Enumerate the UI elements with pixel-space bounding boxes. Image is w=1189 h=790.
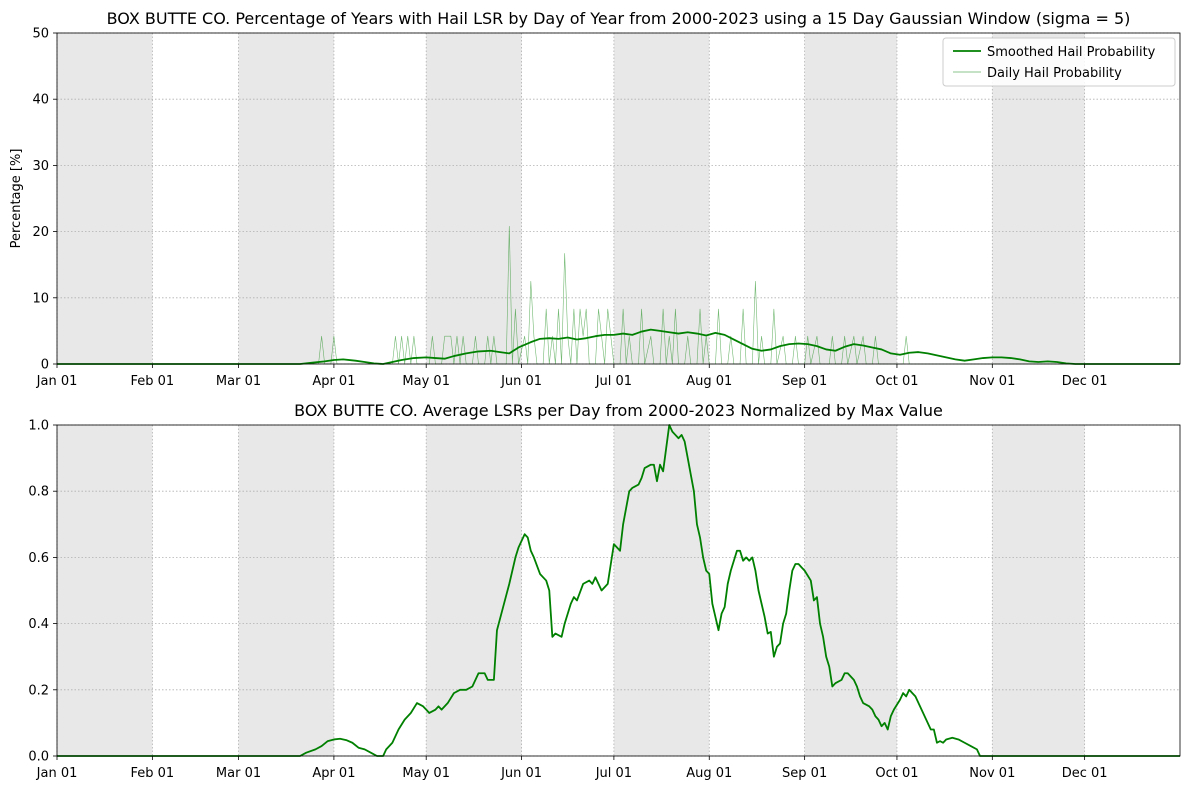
y-tick-label-4: 0.8 xyxy=(28,485,49,500)
y-axis-ticks: 0 10 20 30 40 50 xyxy=(32,27,57,373)
y-tick-label-5: 50 xyxy=(32,27,49,42)
x-tick-label-3: Apr 01 xyxy=(312,374,355,389)
x-tick-label-2: Mar 01 xyxy=(216,766,261,781)
x-tick-label-7: Aug 01 xyxy=(686,766,732,781)
month-shade-5 xyxy=(992,425,1085,756)
x-tick-label-9: Oct 01 xyxy=(875,374,918,389)
y-tick-label-2: 20 xyxy=(32,225,49,240)
month-shade-0 xyxy=(57,33,153,364)
month-shade-3 xyxy=(613,425,710,756)
month-shade-2 xyxy=(426,425,522,756)
month-shade-3 xyxy=(613,33,710,364)
legend: Smoothed Hail Probability Daily Hail Pro… xyxy=(942,37,1176,87)
month-shade-2 xyxy=(426,33,522,364)
x-tick-label-10: Nov 01 xyxy=(969,374,1015,389)
month-shade-1 xyxy=(238,33,334,364)
y-axis-label: Percentage [%] xyxy=(9,149,24,249)
y-tick-label-4: 40 xyxy=(32,93,49,108)
chart-title: BOX BUTTE CO. Average LSRs per Day from … xyxy=(294,401,943,420)
x-tick-label-10: Nov 01 xyxy=(969,766,1015,781)
legend-label-smoothed: Smoothed Hail Probability xyxy=(987,45,1156,60)
x-tick-label-6: Jul 01 xyxy=(595,374,632,389)
x-tick-label-11: Dec 01 xyxy=(1062,374,1108,389)
month-shade-1 xyxy=(238,425,334,756)
month-shade-4 xyxy=(804,33,897,364)
x-tick-label-2: Mar 01 xyxy=(216,374,261,389)
y-tick-label-2: 0.4 xyxy=(28,617,49,632)
legend-box xyxy=(942,37,1176,87)
x-tick-label-5: Jun 01 xyxy=(500,374,542,389)
x-tick-label-4: May 01 xyxy=(402,374,450,389)
y-axis-ticks: 0.0 0.2 0.4 0.6 0.8 1.0 xyxy=(28,419,57,765)
x-tick-label-4: May 01 xyxy=(402,766,450,781)
month-shade-4 xyxy=(804,425,897,756)
chart-title: BOX BUTTE CO. Percentage of Years with H… xyxy=(107,9,1131,28)
x-tick-label-0: Jan 01 xyxy=(36,766,78,781)
x-tick-label-5: Jun 01 xyxy=(500,766,542,781)
x-tick-label-8: Sep 01 xyxy=(782,766,827,781)
month-shading xyxy=(57,425,1085,756)
plot-frame xyxy=(56,424,1181,757)
x-axis-ticks: Jan 01 Feb 01 Mar 01 Apr 01 May 01 Jun 01 Jul … xyxy=(36,756,1108,781)
y-tick-label-0: 0.0 xyxy=(28,750,49,765)
y-tick-label-0: 0 xyxy=(41,358,49,373)
x-tick-label-8: Sep 01 xyxy=(782,374,827,389)
series-line-smoothed xyxy=(57,328,1180,365)
month-shade-0 xyxy=(57,425,153,756)
x-axis-ticks: Jan 01 Feb 01 Mar 01 Apr 01 May 01 Jun 01 Jul … xyxy=(36,364,1108,389)
x-tick-label-6: Jul 01 xyxy=(595,766,632,781)
x-tick-label-0: Jan 01 xyxy=(36,374,78,389)
series-line-normalized xyxy=(57,424,1180,757)
plot-frame xyxy=(56,32,1181,365)
y-tick-label-5: 1.0 xyxy=(28,419,49,434)
y-tick-label-3: 0.6 xyxy=(28,551,49,566)
y-tick-label-1: 0.2 xyxy=(28,683,49,698)
x-tick-label-9: Oct 01 xyxy=(875,766,918,781)
x-tick-label-7: Aug 01 xyxy=(686,374,732,389)
y-tick-label-3: 30 xyxy=(32,159,49,174)
x-tick-label-3: Apr 01 xyxy=(312,766,355,781)
month-shade-5 xyxy=(992,33,1085,364)
hail-probability-chart: Jan 01 Feb 01 Mar 01 Apr 01 May 01 Jun 01 Jul … xyxy=(9,9,1181,389)
normalized-lsr-chart: Jan 01 Feb 01 Mar 01 Apr 01 May 01 Jun 01 Jul … xyxy=(28,401,1181,781)
x-tick-label-1: Feb 01 xyxy=(131,374,175,389)
x-tick-label-11: Dec 01 xyxy=(1062,766,1108,781)
x-tick-label-1: Feb 01 xyxy=(131,766,175,781)
month-shading xyxy=(57,33,1085,364)
y-tick-label-1: 10 xyxy=(32,291,49,306)
legend-label-daily: Daily Hail Probability xyxy=(987,66,1122,81)
series-lines xyxy=(57,424,1180,757)
